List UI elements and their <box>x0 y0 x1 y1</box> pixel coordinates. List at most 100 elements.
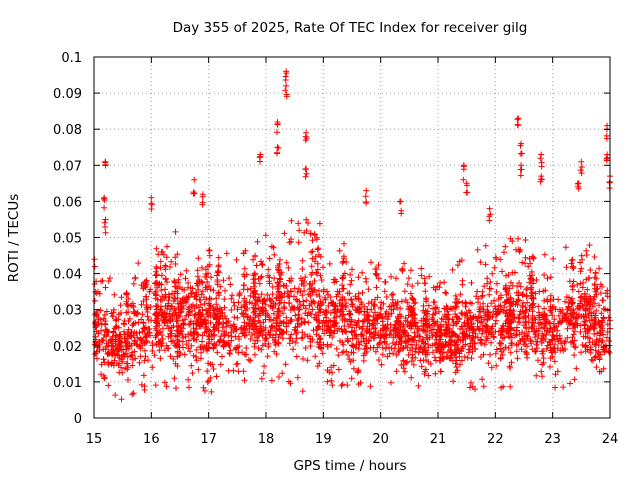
data-point <box>418 363 425 370</box>
data-point <box>314 317 321 324</box>
data-point <box>386 344 392 351</box>
data-point <box>452 292 459 299</box>
data-point <box>264 292 271 298</box>
data-point <box>438 321 444 328</box>
data-point <box>484 303 491 310</box>
data-point <box>172 228 179 235</box>
data-point <box>543 345 550 352</box>
data-point <box>402 315 409 321</box>
data-point <box>594 330 601 337</box>
data-point <box>482 312 489 319</box>
data-point <box>499 351 506 358</box>
data-point <box>506 307 513 314</box>
data-point <box>449 305 455 312</box>
data-point <box>219 324 226 331</box>
data-point <box>328 377 335 384</box>
data-point <box>515 235 521 242</box>
data-point <box>177 298 184 305</box>
data-point <box>186 384 192 391</box>
data-point <box>600 331 607 338</box>
data-point <box>571 376 578 383</box>
data-point <box>461 321 468 327</box>
data-point <box>149 364 156 371</box>
data-point <box>307 230 314 237</box>
data-point <box>569 338 576 345</box>
data-point <box>251 351 258 358</box>
data-point <box>469 337 476 344</box>
data-point <box>286 239 293 246</box>
data-point <box>440 316 447 323</box>
data-point <box>307 335 314 342</box>
data-point <box>250 317 257 324</box>
data-point <box>112 392 119 399</box>
data-point <box>513 324 520 331</box>
data-point <box>183 267 190 274</box>
data-point <box>423 357 429 364</box>
data-point <box>593 307 600 314</box>
data-point <box>308 285 315 292</box>
data-point <box>153 245 160 252</box>
data-point <box>158 281 165 288</box>
data-point <box>354 320 361 326</box>
data-point <box>497 256 504 263</box>
data-point <box>593 275 600 282</box>
data-point <box>252 296 259 303</box>
data-point <box>295 220 302 227</box>
data-point <box>461 353 468 360</box>
data-point <box>505 333 512 340</box>
data-point <box>281 305 288 312</box>
data-point <box>569 286 576 293</box>
data-point <box>479 376 486 383</box>
data-point <box>222 287 228 294</box>
data-point <box>505 345 512 352</box>
data-point <box>246 329 253 336</box>
data-point <box>193 293 200 299</box>
data-point <box>313 316 320 323</box>
data-point <box>571 343 578 350</box>
data-point <box>350 365 357 372</box>
data-point <box>342 328 349 335</box>
data-point <box>201 300 208 307</box>
data-point <box>492 305 499 312</box>
data-point <box>598 310 605 317</box>
data-point <box>475 295 482 302</box>
y-tick-label: 0.06 <box>53 195 82 210</box>
data-point <box>349 329 355 335</box>
data-point <box>482 242 489 249</box>
data-point <box>373 284 380 291</box>
data-point <box>271 348 278 355</box>
data-point <box>375 275 382 282</box>
data-point <box>484 280 491 287</box>
data-point <box>591 325 598 332</box>
data-point <box>541 251 548 258</box>
data-point <box>110 347 116 354</box>
data-point <box>377 332 384 338</box>
data-point <box>355 345 362 352</box>
data-point <box>482 327 489 334</box>
data-point <box>591 274 598 281</box>
data-point <box>231 314 238 321</box>
data-point <box>91 281 98 287</box>
data-point <box>355 381 362 388</box>
data-point <box>582 343 589 349</box>
data-point <box>206 333 213 340</box>
data-point <box>325 291 332 298</box>
data-point <box>157 264 164 271</box>
data-point <box>316 341 323 348</box>
data-point <box>295 311 302 318</box>
data-point <box>121 328 127 335</box>
data-point <box>164 322 171 329</box>
data-point <box>153 312 159 319</box>
data-point <box>586 310 593 317</box>
data-point <box>226 275 233 282</box>
data-point <box>549 353 556 360</box>
data-point <box>123 289 130 296</box>
data-point <box>404 321 411 328</box>
data-point <box>507 383 514 390</box>
data-point <box>569 283 576 290</box>
data-point <box>274 150 280 157</box>
data-point <box>401 368 408 375</box>
data-point <box>293 353 300 360</box>
data-point <box>436 308 442 315</box>
data-point <box>578 293 585 300</box>
